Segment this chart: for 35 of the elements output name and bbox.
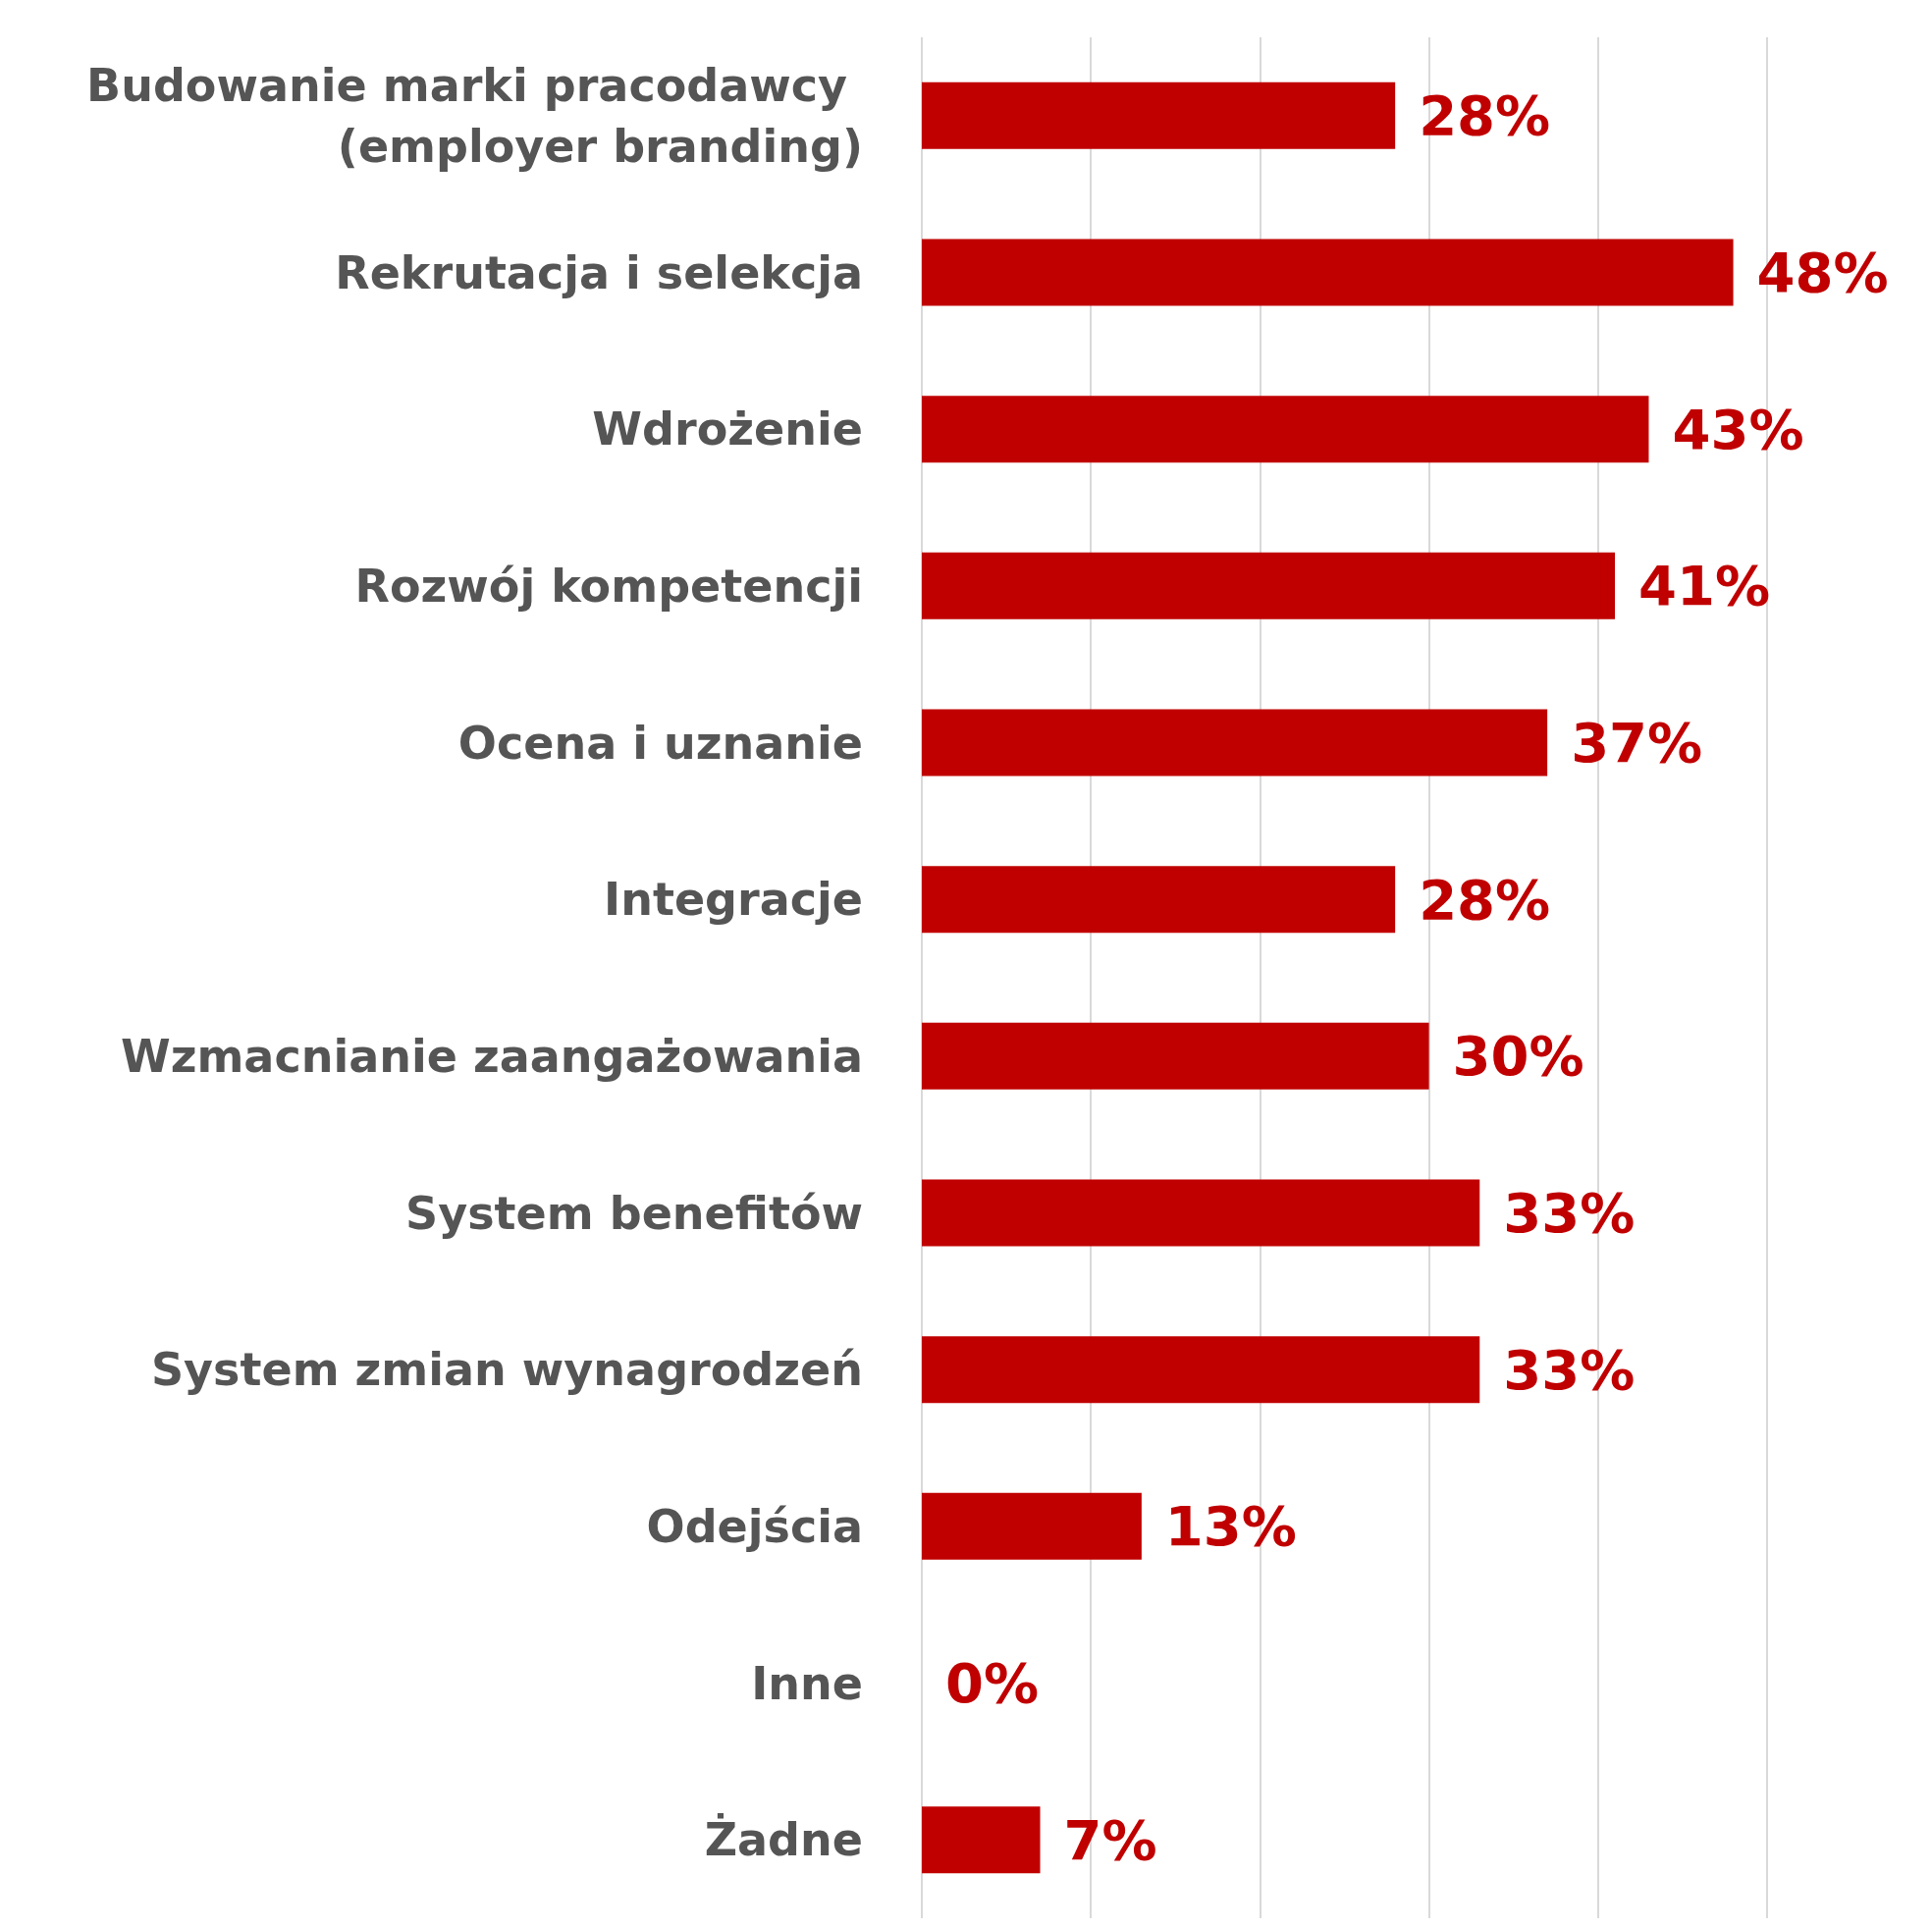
data-label: 33% [1503, 1181, 1636, 1245]
bar [922, 866, 1396, 934]
data-label: 41% [1638, 554, 1771, 618]
bar [922, 552, 1616, 619]
data-label: 37% [1571, 711, 1703, 775]
data-label: 48% [1756, 241, 1889, 304]
bar [922, 239, 1734, 306]
y-tick-label: Rekrutacja i selekcja [335, 245, 863, 299]
y-tick-label: Integracje [604, 873, 863, 927]
y-tick-label: Wdrożenie [592, 402, 863, 456]
bar [922, 1022, 1429, 1090]
data-label: 43% [1672, 397, 1804, 461]
bar [922, 1806, 1041, 1874]
bar [922, 396, 1649, 463]
y-tick-label: System zmian wynagrodzeń [150, 1343, 863, 1397]
bar [922, 1492, 1142, 1560]
y-tick-label: Wzmacnianie zaangażowania [120, 1029, 863, 1083]
data-label: 7% [1063, 1807, 1157, 1872]
data-label: 13% [1164, 1494, 1297, 1559]
data-label: 28% [1419, 83, 1551, 148]
data-label: 33% [1503, 1337, 1636, 1402]
data-label: 30% [1452, 1024, 1584, 1089]
y-tick-label: Rozwój kompetencji [354, 559, 863, 613]
y-tick-label: Ocena i uznanie [457, 716, 863, 770]
y-tick-label: Żadne [704, 1813, 863, 1867]
y-tick-label: Odejścia [646, 1499, 863, 1553]
bar [922, 1179, 1480, 1247]
bar [922, 81, 1396, 149]
bar [922, 1336, 1480, 1404]
y-tick-label: System benefitów [405, 1186, 863, 1240]
data-label: 0% [945, 1651, 1040, 1715]
bar [922, 709, 1548, 777]
data-label: 28% [1419, 867, 1551, 932]
y-tick-label: Budowanie marki pracodawcy (employer branding) [86, 58, 863, 173]
y-tick-label: Inne [751, 1656, 863, 1710]
